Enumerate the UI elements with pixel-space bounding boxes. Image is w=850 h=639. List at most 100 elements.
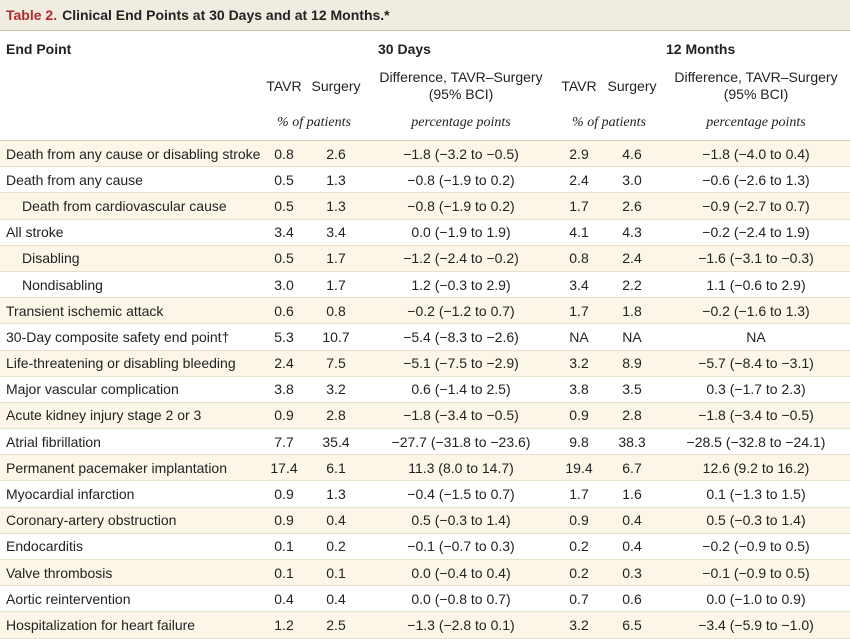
surgery-12-value: 1.8 (602, 297, 662, 324)
end-point-name: Death from any cause or disabling stroke (0, 140, 262, 167)
difference-30-value: 11.3 (8.0 to 14.7) (366, 454, 556, 481)
difference-30-value: −1.2 (−2.4 to −0.2) (366, 245, 556, 272)
header-surgery-12: Surgery (607, 77, 657, 94)
surgery-30-value: 0.2 (306, 533, 366, 560)
tavr-30-value: 0.1 (262, 559, 306, 586)
table-row: Endocarditis 0.1 0.2 −0.1 (−0.7 to 0.3) 0.2 0… (0, 533, 850, 560)
tavr-30-value: 5.3 (262, 323, 306, 350)
difference-12-value: −0.1 (−0.9 to 0.5) (662, 559, 850, 586)
tavr-30-value: 0.5 (262, 245, 306, 272)
unit-pct-patients-12: % of patients (572, 115, 646, 130)
surgery-12-value: 4.3 (602, 219, 662, 246)
difference-12-value: 0.1 (−1.3 to 1.5) (662, 480, 850, 508)
surgery-12-value: 2.2 (602, 271, 662, 298)
header-diff-12: Difference, TAVR–Surgery (95% BCI) (662, 66, 850, 106)
difference-30-value: 0.0 (−0.4 to 0.4) (366, 559, 556, 586)
tavr-12-value: 2.4 (556, 166, 602, 193)
surgery-12-value: 38.3 (602, 428, 662, 455)
table-row: Atrial fibrillation 7.7 35.4 −27.7 (−31.8 t… (0, 428, 850, 455)
difference-30-value: 1.2 (−0.3 to 2.9) (366, 271, 556, 298)
tavr-12-value: 2.9 (556, 140, 602, 167)
header-diff-30: Difference, TAVR–Surgery (95% BCI) (366, 66, 556, 106)
tavr-12-value: 1.7 (556, 297, 602, 324)
tavr-30-value: 0.5 (262, 192, 306, 220)
surgery-12-value: NA (602, 323, 662, 350)
end-point-name: Endocarditis (0, 533, 262, 560)
tavr-12-value: 0.8 (556, 245, 602, 272)
header-tavr-30: TAVR (266, 77, 302, 94)
header-diff-12-line1: Difference, TAVR–Surgery (674, 69, 838, 85)
header-unit-row: % of patients percentage points % of pat… (0, 106, 850, 141)
tavr-12-value: 3.8 (556, 376, 602, 403)
surgery-12-value: 4.6 (602, 140, 662, 167)
tavr-30-value: 0.5 (262, 166, 306, 193)
table-row: Transient ischemic attack 0.6 0.8 −0.2 (−1.… (0, 297, 850, 324)
difference-30-value: −1.3 (−2.8 to 0.1) (366, 611, 556, 639)
end-point-name: Death from cardiovascular cause (0, 192, 262, 220)
difference-12-value: −0.2 (−2.4 to 1.9) (662, 219, 850, 246)
table-row: All stroke 3.4 3.4 0.0 (−1.9 to 1.9) 4.1 4.3−… (0, 219, 850, 246)
surgery-12-value: 1.6 (602, 480, 662, 508)
table-row: 30-Day composite safety end point† 5.3 10.… (0, 323, 850, 350)
difference-30-value: 0.5 (−0.3 to 1.4) (366, 507, 556, 534)
tavr-30-value: 0.8 (262, 140, 306, 167)
tavr-12-value: 1.7 (556, 480, 602, 508)
difference-30-value: −1.8 (−3.4 to −0.5) (366, 402, 556, 429)
difference-30-value: −0.2 (−1.2 to 0.7) (366, 297, 556, 324)
surgery-30-value: 1.7 (306, 271, 366, 298)
difference-12-value: −0.6 (−2.6 to 1.3) (662, 166, 850, 193)
header-surgery-30: Surgery (311, 77, 361, 94)
tavr-12-value: 0.2 (556, 533, 602, 560)
header-diff-12-line2: (95% BCI) (723, 86, 789, 102)
surgery-30-value: 1.3 (306, 192, 366, 220)
surgery-30-value: 0.4 (306, 507, 366, 534)
header-12-months: 12 Months (666, 40, 736, 57)
tavr-30-value: 0.9 (262, 402, 306, 429)
end-point-name: Life-threatening or disabling bleeding (0, 350, 262, 377)
header-diff-30-line1: Difference, TAVR–Surgery (379, 69, 543, 85)
difference-12-value: 0.3 (−1.7 to 2.3) (662, 376, 850, 403)
table-row: Myocardial infarction 0.9 1.3 −0.4 (−1.5 to… (0, 480, 850, 508)
end-point-name: Coronary-artery obstruction (0, 507, 262, 534)
surgery-30-value: 3.2 (306, 376, 366, 403)
table-row: Hospitalization for heart failure 1.2 2.5−… (0, 611, 850, 639)
unit-pct-points-12: percentage points (706, 115, 806, 130)
difference-30-value: −5.1 (−7.5 to −2.9) (366, 350, 556, 377)
difference-30-value: −0.8 (−1.9 to 0.2) (366, 192, 556, 220)
end-point-name: Myocardial infarction (0, 480, 262, 508)
header-tavr-12: TAVR (561, 77, 597, 94)
surgery-30-value: 2.5 (306, 611, 366, 639)
end-point-name: Aortic reintervention (0, 585, 262, 612)
surgery-12-value: 3.0 (602, 166, 662, 193)
unit-pct-points-30: percentage points (411, 115, 511, 130)
table-row: Death from cardiovascular cause 0.5 1.3 −0.… (0, 192, 850, 220)
tavr-12-value: 0.9 (556, 507, 602, 534)
surgery-12-value: 6.5 (602, 611, 662, 639)
end-point-name: Nondisabling (0, 271, 262, 298)
tavr-12-value: 3.2 (556, 350, 602, 377)
table-row: Valve thrombosis 0.1 0.1 0.0 (−0.4 to 0.4) 0… (0, 559, 850, 586)
surgery-30-value: 7.5 (306, 350, 366, 377)
end-point-name: Permanent pacemaker implantation (0, 454, 262, 481)
surgery-12-value: 0.4 (602, 507, 662, 534)
unit-pct-patients-30: % of patients (277, 115, 351, 130)
end-point-name: Hospitalization for heart failure (0, 611, 262, 639)
table-row: Disabling 0.5 1.7 −1.2 (−2.4 to −0.2) 0.8 2.4… (0, 245, 850, 272)
surgery-12-value: 0.3 (602, 559, 662, 586)
table-row: Major vascular complication 3.8 3.2 0.6 (−1… (0, 376, 850, 403)
tavr-12-value: 0.2 (556, 559, 602, 586)
table-row: Coronary-artery obstruction 0.9 0.4 0.5 (−0… (0, 507, 850, 534)
surgery-30-value: 3.4 (306, 219, 366, 246)
surgery-30-value: 6.1 (306, 454, 366, 481)
difference-12-value: 0.5 (−0.3 to 1.4) (662, 507, 850, 534)
tavr-12-value: NA (556, 323, 602, 350)
table-row: Permanent pacemaker implantation 17.4 6.1 1… (0, 454, 850, 481)
tavr-12-value: 3.4 (556, 271, 602, 298)
tavr-12-value: 0.7 (556, 585, 602, 612)
header-end-point: End Point (6, 40, 72, 57)
table-caption: Clinical End Points at 30 Days and at 12… (62, 7, 390, 23)
tavr-30-value: 0.1 (262, 533, 306, 560)
end-point-name: Major vascular complication (0, 376, 262, 403)
end-point-name: Atrial fibrillation (0, 428, 262, 455)
difference-30-value: −5.4 (−8.3 to −2.6) (366, 323, 556, 350)
